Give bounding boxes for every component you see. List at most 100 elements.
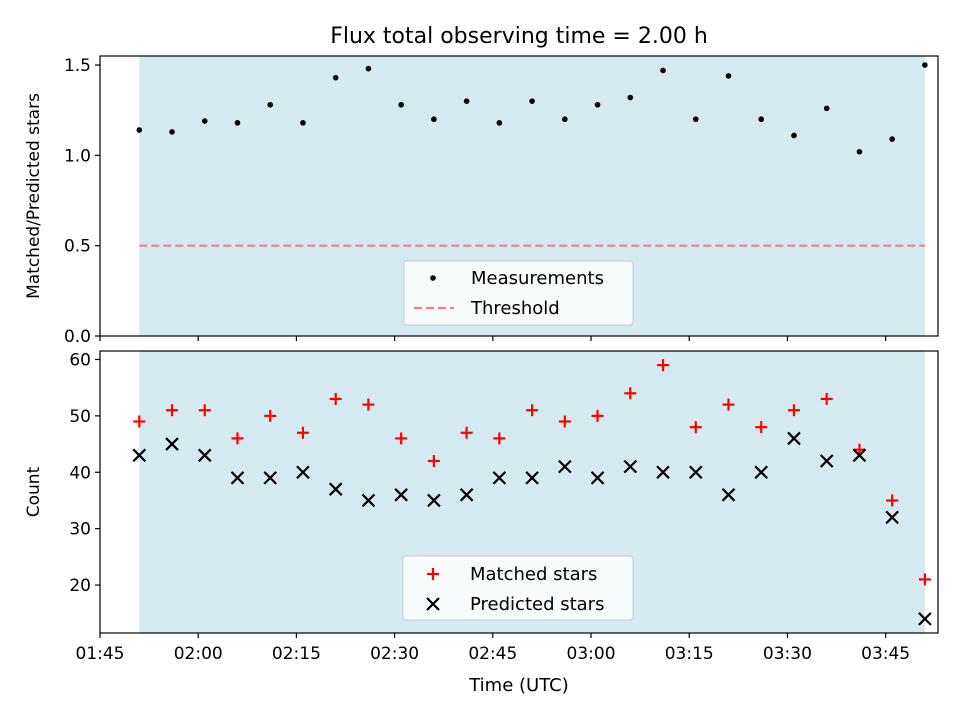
measurement-point (889, 136, 895, 142)
chart-title: Flux total observing time = 2.00 h (330, 24, 708, 49)
matched-star-point (591, 409, 604, 422)
matched-star-point (264, 409, 277, 422)
matched-star-point (689, 421, 702, 434)
measurement-point (431, 116, 437, 123)
predicted-star-point (852, 448, 867, 463)
predicted-star-point (459, 488, 474, 502)
predicted-star-point (263, 471, 277, 485)
count-legend: Matched stars Predicted stars (402, 555, 634, 621)
count-legend-box (402, 555, 634, 621)
predicted-star-point (590, 471, 605, 485)
measurement-point (332, 74, 339, 81)
matched-star-point (657, 359, 670, 372)
predicted-star-point (754, 465, 769, 480)
predicted-star-point (688, 465, 703, 480)
measurement-point (627, 94, 634, 101)
count-y-axis-label: Count (24, 466, 44, 517)
measurement-point (267, 101, 274, 108)
matched-star-point (198, 404, 211, 417)
predicted-star-point (296, 465, 310, 480)
predicted-star-point (656, 465, 670, 480)
matched-star-point (296, 426, 309, 439)
predicted-star-point (918, 612, 932, 626)
x-tick-label: 01:45 (76, 644, 125, 664)
x-tick-label: 03:45 (861, 644, 910, 664)
x-tick-label: 02:15 (272, 644, 321, 664)
measurement-point (856, 148, 863, 155)
y-tick-label: 60 (69, 350, 91, 370)
matched-star-point (853, 443, 866, 456)
legend-measurements-label: Measurements (471, 268, 604, 289)
measurement-point (758, 116, 765, 123)
matched-star-point (460, 426, 473, 439)
predicted-star-point (623, 459, 638, 474)
y-tick-label: 30 (69, 520, 91, 540)
predicted-star-point (492, 471, 507, 485)
measurement-point (594, 101, 601, 108)
measurement-point (529, 98, 535, 104)
count-y-ticks: 20 30 40 50 60 (69, 350, 100, 596)
count-x-ticks: 01:45 02:00 02:15 02:30 02:45 03:00 03:15 03:30… (76, 633, 910, 664)
matched-star-point (787, 404, 800, 417)
predicted-star-point (525, 471, 539, 485)
predicted-star-point (427, 493, 441, 508)
legend-predicted-marker (426, 597, 440, 611)
count-panel: 20 30 40 50 60 01:45 02:00 02:15 02:30 02:45 03:0… (24, 350, 939, 664)
measurement-point (660, 67, 666, 74)
x-tick-label: 02:45 (468, 644, 517, 664)
ratio-legend: Measurements Threshold (403, 260, 634, 326)
measurement-point (169, 129, 175, 135)
predicted-star-point (230, 471, 245, 485)
legend-threshold-label: Threshold (470, 298, 560, 319)
y-tick-label: 1.0 (64, 146, 91, 166)
legend-matched-marker (427, 568, 439, 580)
matched-star-point (329, 392, 342, 405)
measurement-point (136, 127, 143, 133)
measurement-point (398, 101, 404, 108)
x-axis-label: Time (UTC) (468, 675, 569, 696)
predicted-star-point (197, 448, 212, 463)
ratio-y-ticks: 0.0 0.5 1.0 1.5 (64, 56, 100, 347)
ratio-x-ticks (99, 336, 887, 341)
matched-star-point (395, 432, 408, 445)
measurement-point (496, 120, 503, 126)
y-tick-label: 40 (69, 463, 91, 483)
matched-star-point (166, 404, 179, 417)
y-tick-label: 0.0 (64, 327, 91, 347)
matched-star-point (624, 387, 637, 400)
predicted-star-point (132, 448, 147, 463)
ratio-panel: 0.0 0.5 1.0 1.5 Matched/Predicted stars Mea… (24, 55, 939, 347)
measurement-point (300, 120, 306, 126)
matched-star-point (427, 454, 440, 467)
matched-star-point (231, 432, 244, 445)
predicted-star-point (558, 459, 572, 474)
x-tick-label: 02:30 (370, 644, 419, 664)
measurement-point (201, 118, 208, 124)
matched-star-point (133, 415, 146, 428)
matched-star-point (755, 421, 768, 434)
matched-star-point (362, 398, 375, 411)
predicted-star-point (721, 488, 736, 502)
predicted-star-point (165, 437, 179, 451)
x-tick-label: 03:00 (567, 644, 616, 664)
matched-star-point (918, 573, 931, 586)
measurement-point (365, 65, 372, 72)
count-panel-frame (99, 350, 939, 634)
measurement-point (725, 73, 732, 79)
predicted-star-point (819, 454, 834, 468)
x-tick-label: 02:00 (174, 644, 223, 664)
matched-star-point (820, 392, 833, 405)
matched-star-point (558, 415, 571, 428)
measurement-points (136, 62, 928, 155)
ratio-panel-frame (99, 55, 939, 337)
matched-star-point (722, 398, 735, 411)
x-tick-label: 03:15 (665, 644, 714, 664)
ratio-legend-box (403, 260, 634, 326)
predicted-stars-points (132, 431, 932, 626)
predicted-star-point (787, 431, 801, 446)
measurement-point (823, 105, 830, 112)
measurement-point (234, 120, 241, 126)
matched-star-point (886, 494, 899, 507)
measurement-point (922, 62, 928, 68)
